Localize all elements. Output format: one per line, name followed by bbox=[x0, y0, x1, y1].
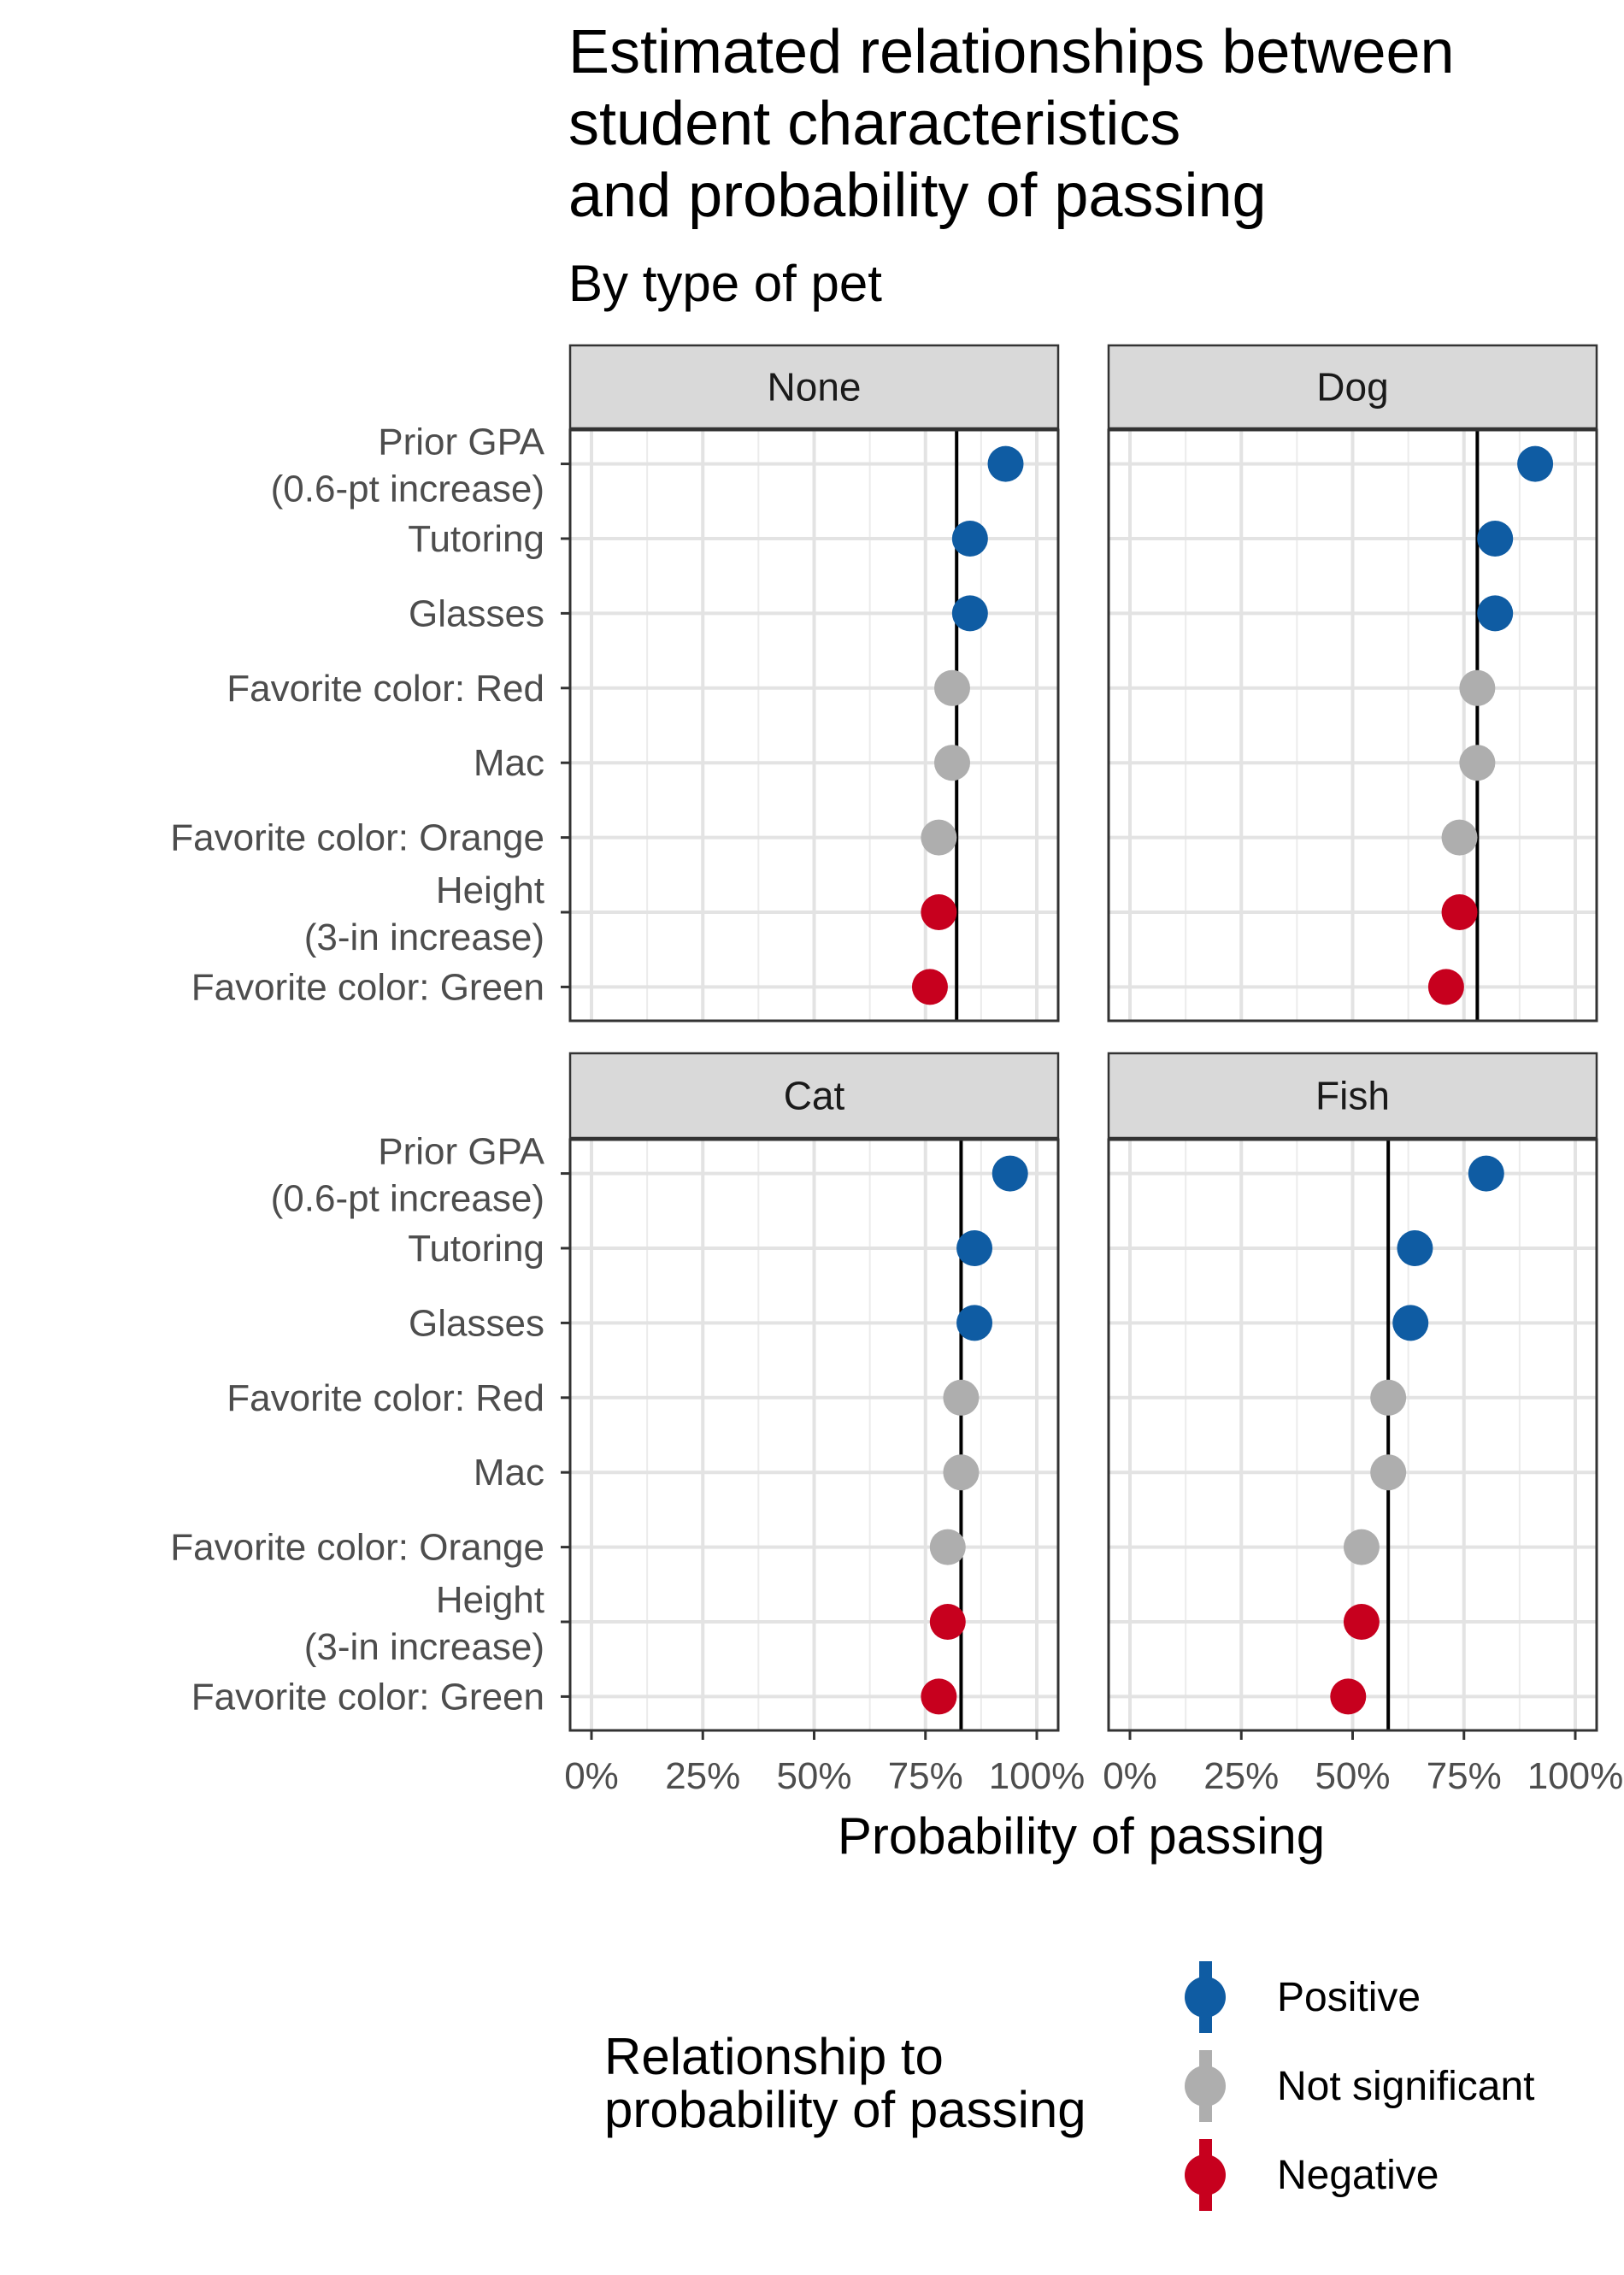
y-tick-label: Glasses bbox=[409, 592, 544, 634]
legend-title-line: probability of passing bbox=[604, 2081, 1086, 2138]
x-tick-label: 100% bbox=[1527, 1755, 1624, 1797]
data-point bbox=[1397, 1229, 1433, 1266]
legend-entry: Negative bbox=[1185, 2139, 1439, 2211]
legend-label: Positive bbox=[1277, 1975, 1421, 2020]
data-point bbox=[1370, 1454, 1407, 1491]
facet-strip-label: None bbox=[768, 365, 862, 410]
facet-strip-label: Fish bbox=[1315, 1074, 1390, 1118]
chart-title-line: and probability of passing bbox=[568, 162, 1267, 230]
x-axis-label: Probability of passing bbox=[838, 1807, 1325, 1865]
facet-strip-label: Cat bbox=[784, 1074, 845, 1118]
y-tick-label: Favorite color: Green bbox=[191, 1676, 544, 1718]
data-point bbox=[991, 1155, 1028, 1192]
legend-entry: Not significant bbox=[1185, 2050, 1534, 2122]
x-tick-label: 50% bbox=[1315, 1755, 1390, 1797]
data-point bbox=[1459, 669, 1496, 706]
y-tick-label: Tutoring bbox=[408, 518, 544, 560]
x-tick-label: 50% bbox=[776, 1755, 851, 1797]
x-tick-label: 0% bbox=[564, 1755, 619, 1797]
data-point bbox=[1427, 969, 1464, 1005]
data-point bbox=[934, 669, 971, 706]
facet-panel: None Prior GPA (0.6-pt increase) Tutoring Gl… bbox=[170, 344, 1060, 1023]
x-tick-label: 75% bbox=[1427, 1755, 1502, 1797]
facet-strip-label: Dog bbox=[1316, 365, 1388, 410]
y-tick-label: Height bbox=[436, 1579, 544, 1621]
data-point bbox=[956, 1229, 993, 1266]
legend-key-point bbox=[1185, 1977, 1226, 2018]
y-tick-label: (3-in increase) bbox=[304, 1626, 544, 1668]
y-tick-label: Prior GPA bbox=[378, 1131, 544, 1173]
y-tick-label: Favorite color: Green bbox=[191, 966, 544, 1008]
y-tick-label: Favorite color: Orange bbox=[170, 1527, 544, 1569]
data-point bbox=[911, 969, 948, 1005]
data-point bbox=[1370, 1379, 1407, 1416]
y-tick-label: Mac bbox=[474, 742, 544, 784]
facet-panels: None Prior GPA (0.6-pt increase) Tutoring Gl… bbox=[170, 344, 1624, 1797]
facet-panel: Dog bbox=[1107, 344, 1598, 1023]
y-tick-label: Height bbox=[436, 869, 544, 911]
panel-border bbox=[1107, 428, 1598, 1023]
facet-strip bbox=[1107, 344, 1598, 430]
data-point bbox=[1343, 1604, 1380, 1641]
data-point bbox=[1441, 894, 1478, 931]
data-point bbox=[1468, 1155, 1504, 1192]
y-tick-label: Favorite color: Red bbox=[227, 668, 544, 710]
data-point bbox=[921, 1678, 957, 1715]
legend-label: Not significant bbox=[1277, 2064, 1534, 2109]
data-point bbox=[1343, 1529, 1380, 1565]
x-tick-label: 100% bbox=[989, 1755, 1086, 1797]
data-point bbox=[934, 745, 971, 781]
data-point bbox=[929, 1604, 966, 1641]
y-tick-label: Tutoring bbox=[408, 1228, 544, 1270]
facet-panel: Fish 0% 25% 50% 75% 100% bbox=[1103, 1052, 1624, 1797]
data-point bbox=[951, 520, 988, 557]
y-tick-label: (3-in increase) bbox=[304, 916, 544, 958]
x-tick-label: 25% bbox=[665, 1755, 740, 1797]
x-tick-label: 25% bbox=[1203, 1755, 1279, 1797]
data-point bbox=[943, 1379, 980, 1416]
data-point bbox=[1392, 1305, 1429, 1341]
y-tick-label: (0.6-pt increase) bbox=[271, 1178, 544, 1220]
legend-label: Negative bbox=[1277, 2153, 1439, 2198]
y-tick-label: Favorite color: Orange bbox=[170, 817, 544, 859]
data-point bbox=[929, 1529, 966, 1565]
y-tick-label: Mac bbox=[474, 1452, 544, 1494]
legend-key-point bbox=[1185, 2154, 1226, 2195]
data-point bbox=[921, 894, 957, 931]
chart-title-line: Estimated relationships between bbox=[568, 18, 1455, 86]
data-point bbox=[956, 1305, 993, 1341]
legend-entry: Positive bbox=[1185, 1961, 1421, 2033]
data-point bbox=[1330, 1678, 1367, 1715]
facet-strip bbox=[568, 1052, 1060, 1140]
data-point bbox=[1517, 445, 1554, 482]
facet-panel: Cat Prior GPA (0.6-pt increase) Tutoring Gla… bbox=[170, 1052, 1086, 1797]
chart-title-line: student characteristics bbox=[568, 90, 1180, 158]
x-tick-label: 0% bbox=[1103, 1755, 1157, 1797]
y-tick-label: Prior GPA bbox=[378, 421, 544, 463]
y-tick-label: Favorite color: Red bbox=[227, 1377, 544, 1419]
facet-strip bbox=[1107, 1052, 1598, 1140]
legend-key-point bbox=[1185, 2066, 1226, 2107]
data-point bbox=[943, 1454, 980, 1491]
data-point bbox=[1459, 745, 1496, 781]
data-point bbox=[951, 595, 988, 632]
data-point bbox=[987, 445, 1024, 482]
legend-title-line: Relationship to bbox=[604, 2028, 944, 2085]
panel-border bbox=[568, 428, 1060, 1023]
chart-subtitle: By type of pet bbox=[568, 255, 882, 312]
data-point bbox=[1477, 520, 1514, 557]
x-tick-label: 75% bbox=[888, 1755, 963, 1797]
y-tick-label: Glasses bbox=[409, 1302, 544, 1344]
data-point bbox=[1441, 819, 1478, 856]
y-tick-label: (0.6-pt increase) bbox=[271, 469, 544, 510]
facet-strip bbox=[568, 344, 1060, 430]
data-point bbox=[921, 819, 957, 856]
data-point bbox=[1477, 595, 1514, 632]
